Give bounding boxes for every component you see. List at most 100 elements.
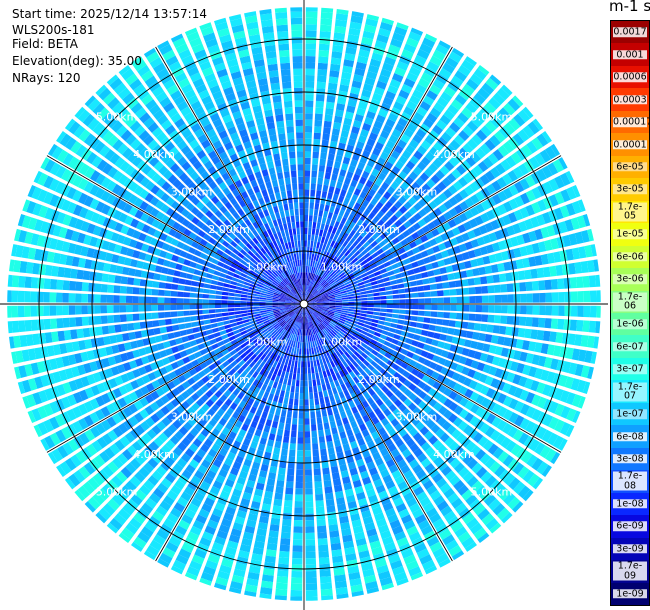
- range-gate-cell: [239, 543, 251, 553]
- range-gate-cell: [295, 475, 303, 483]
- range-gate-cell: [531, 354, 541, 366]
- range-gate-cell: [266, 333, 273, 340]
- range-gate-cell: [429, 283, 437, 290]
- range-gate-cell: [528, 341, 537, 352]
- range-gate-cell: [334, 292, 341, 296]
- range-gate-cell: [282, 519, 292, 527]
- range-gate-cell: [381, 256, 389, 264]
- range-gate-cell: [398, 443, 408, 453]
- range-gate-cell: [7, 290, 12, 303]
- range-gate-cell: [440, 505, 453, 517]
- range-gate-cell: [407, 373, 416, 382]
- range-gate-cell: [36, 305, 44, 317]
- range-gate-cell: [275, 388, 281, 396]
- range-gate-cell: [270, 337, 276, 344]
- range-gate-cell: [463, 377, 473, 387]
- range-gate-cell: [95, 272, 103, 282]
- range-gate-cell: [539, 292, 546, 303]
- range-gate-cell: [261, 346, 268, 354]
- range-gate-cell: [314, 113, 323, 121]
- range-gate-cell: [379, 576, 393, 587]
- range-gate-cell: [213, 332, 221, 338]
- range-gate-cell: [106, 294, 114, 303]
- range-gate-cell: [320, 256, 325, 264]
- range-gate-cell: [331, 318, 338, 323]
- range-gate-cell: [184, 508, 196, 519]
- range-gate-cell: [304, 195, 309, 203]
- range-gate-cell: [315, 295, 322, 299]
- range-gate-cell: [276, 480, 285, 488]
- range-gate-cell: [527, 473, 540, 487]
- range-gate-cell: [176, 298, 184, 304]
- range-gate-cell: [223, 512, 234, 522]
- range-gate-cell: [445, 470, 457, 482]
- range-gate-cell: [491, 416, 502, 428]
- range-gate-cell: [411, 368, 420, 377]
- range-gate-cell: [489, 522, 502, 534]
- range-gate-cell: [360, 291, 367, 295]
- range-gate-cell: [322, 297, 329, 300]
- range-gate-cell: [259, 360, 266, 368]
- range-gate-cell: [270, 427, 277, 435]
- range-gate-cell: [443, 109, 455, 121]
- range-gate-cell: [310, 304, 317, 306]
- range-gate-cell: [357, 281, 365, 286]
- range-gate-cell: [356, 278, 364, 284]
- range-gate-cell: [291, 558, 303, 565]
- range-gate-cell: [335, 296, 342, 299]
- range-gate-cell: [169, 435, 180, 446]
- range-gate-cell: [340, 290, 347, 294]
- range-gate-cell: [259, 417, 266, 425]
- range-gate-cell: [502, 214, 512, 226]
- range-gate-cell: [341, 71, 352, 80]
- range-gate-cell: [489, 134, 501, 147]
- range-gate-cell: [310, 302, 317, 304]
- range-gate-cell: [437, 357, 447, 366]
- range-gate-cell: [278, 356, 284, 364]
- range-gate-cell: [304, 138, 312, 146]
- range-gate-cell: [17, 290, 25, 303]
- range-gate-cell: [518, 163, 530, 176]
- range-gate-cell: [208, 304, 216, 309]
- range-gate-cell: [462, 313, 470, 321]
- range-gate-cell: [386, 240, 395, 249]
- range-gate-cell: [330, 219, 336, 227]
- range-gate-cell: [305, 310, 308, 317]
- range-gate-cell: [340, 292, 348, 296]
- range-gate-cell: [51, 331, 59, 343]
- range-gate-cell: [329, 205, 335, 214]
- range-gate-cell: [292, 327, 296, 335]
- range-gate-cell: [309, 307, 315, 312]
- range-gate-cell: [452, 354, 461, 363]
- range-gate-cell: [368, 371, 376, 380]
- range-gate-cell: [311, 430, 318, 438]
- range-gate-cell: [353, 341, 361, 348]
- range-gate-cell: [433, 495, 445, 506]
- range-gate-cell: [215, 453, 226, 463]
- range-gate-cell: [100, 294, 108, 303]
- range-gate-cell: [245, 432, 254, 441]
- range-gate-cell: [272, 353, 278, 361]
- range-gate-cell: [449, 361, 459, 371]
- range-gate-cell: [474, 419, 485, 431]
- range-gate-cell: [570, 291, 578, 303]
- range-gate-cell: [359, 409, 367, 417]
- range-gate-cell: [437, 297, 444, 304]
- range-gate-cell: [378, 28, 391, 38]
- range-gate-cell: [344, 351, 351, 359]
- range-gate-cell: [222, 484, 233, 494]
- range-gate-cell: [380, 223, 389, 232]
- range-gate-cell: [314, 353, 319, 360]
- range-gate-cell: [522, 232, 531, 244]
- range-gate-cell: [531, 394, 541, 407]
- range-gate-cell: [69, 280, 77, 291]
- range-gate-cell: [491, 242, 501, 252]
- range-gate-cell: [198, 325, 206, 332]
- range-gate-cell: [133, 322, 141, 330]
- range-gate-cell: [542, 266, 551, 278]
- range-gate-cell: [306, 316, 309, 323]
- range-gate-cell: [281, 329, 287, 336]
- range-gate-cell: [362, 414, 371, 423]
- range-gate-cell: [254, 340, 262, 347]
- range-gate-cell: [309, 202, 315, 210]
